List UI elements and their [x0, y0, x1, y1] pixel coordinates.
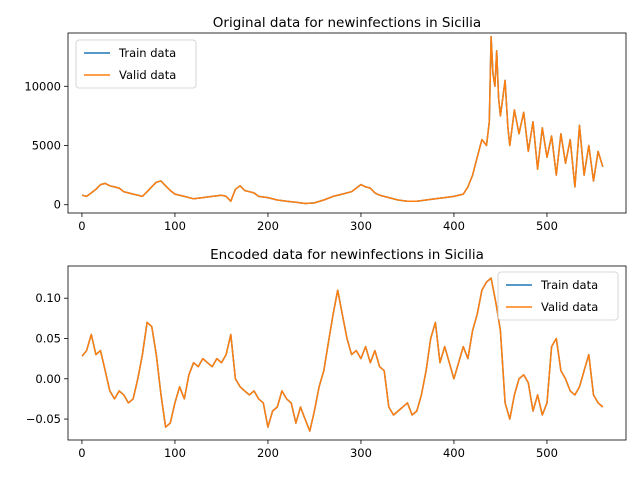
legend: Train data Valid data: [497, 271, 619, 321]
y-tick-label: 0.05: [35, 332, 61, 346]
series-line-valid: [81, 277, 604, 432]
x-tick-label: 100: [164, 219, 186, 233]
x-tick-label: 0: [78, 446, 85, 460]
x-tick-label: 500: [536, 446, 558, 460]
original-data-chart: Original data for newinfections in Sicil…: [24, 15, 627, 233]
x-tick-label: 400: [443, 446, 465, 460]
legend-label: Train data: [118, 46, 176, 60]
plot-area: 0 100 200 300 400 500 −0.05 0.00 0.05 0.10 Train d…: [26, 265, 627, 460]
y-tick-label: 0.00: [35, 372, 61, 386]
x-tick-label: 200: [257, 219, 279, 233]
series-line-valid: [81, 35, 604, 205]
axes-frame: [67, 265, 627, 441]
y-tick-label: 0: [54, 198, 61, 212]
chart-title: Encoded data for newinfections in Sicili…: [210, 247, 484, 263]
legend: Train data Valid data: [75, 39, 197, 89]
encoded-data-chart: Encoded data for newinfections in Sicili…: [26, 247, 627, 460]
legend-label: Valid data: [119, 68, 176, 82]
y-tick-label: 5000: [32, 139, 61, 153]
legend-box: [75, 39, 197, 89]
chart-title: Original data for newinfections in Sicil…: [213, 15, 481, 31]
y-tick-label: 10000: [24, 79, 61, 93]
legend-label: Valid data: [541, 300, 598, 314]
y-tick-label: 0.10: [35, 291, 61, 305]
x-tick-label: 300: [350, 219, 372, 233]
axes-frame: [67, 32, 627, 214]
x-tick-label: 100: [164, 446, 186, 460]
x-tick-label: 400: [443, 219, 465, 233]
legend-label: Train data: [540, 278, 598, 292]
x-tick-label: 500: [536, 219, 558, 233]
x-tick-label: 200: [257, 446, 279, 460]
x-tick-label: 300: [350, 446, 372, 460]
legend-box: [497, 271, 619, 321]
y-tick-label: −0.05: [26, 412, 61, 426]
x-tick-label: 0: [78, 219, 85, 233]
